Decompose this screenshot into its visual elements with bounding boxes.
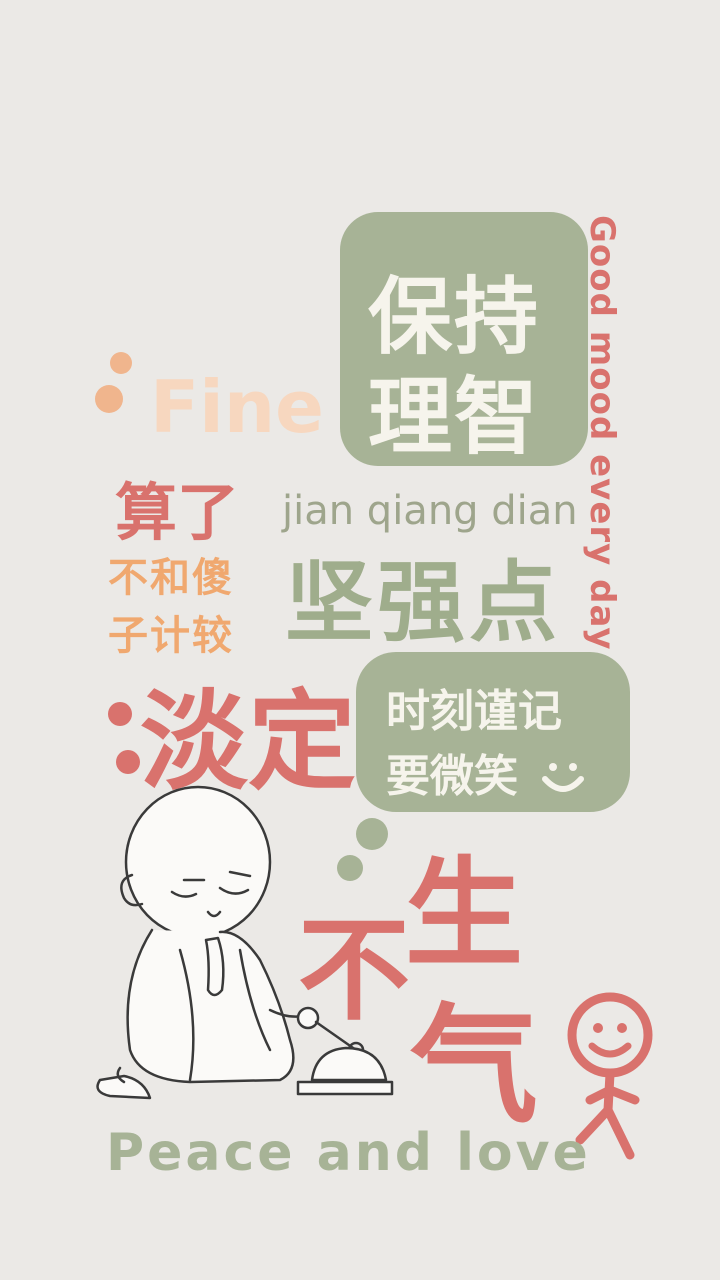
smiley-stick-figure-icon <box>567 992 653 1160</box>
calm-text: 淡定 <box>140 680 357 805</box>
be-strong-text: 坚强点 <box>285 551 562 654</box>
smile-note-line2: 要微笑 <box>386 740 587 804</box>
qi-text: 气 <box>410 992 539 1141</box>
vertical-slogan: Good mood every day <box>582 215 622 651</box>
monk-illustration <box>96 785 394 1100</box>
smile-note-box <box>356 652 630 812</box>
forget-it-text: 算了 <box>115 476 240 549</box>
decor-dot <box>337 855 363 881</box>
pinyin-text: jian qiang dian <box>282 488 578 534</box>
smile-note-line1: 时刻谨记 <box>386 686 562 737</box>
decor-dot <box>110 352 132 374</box>
fine-word: Fine <box>150 365 324 449</box>
decor-dot <box>108 702 132 726</box>
decor-dot <box>95 385 123 413</box>
smile-face-icon <box>542 763 585 792</box>
no-argue-line1: 不和傻 <box>108 555 234 601</box>
decor-dot <box>116 750 140 774</box>
keep-sane-line2: 理智 <box>368 368 541 466</box>
peace-and-love-text: Peace and love <box>106 1123 591 1183</box>
decor-dot <box>356 818 388 850</box>
keep-sane-line1: 保持 <box>368 268 541 366</box>
no-argue-line2: 子计较 <box>108 613 234 659</box>
keep-sane-box <box>340 212 588 466</box>
smile-note-line2-text: 要微笑 <box>386 751 518 802</box>
sheng-text: 生 <box>405 845 524 983</box>
